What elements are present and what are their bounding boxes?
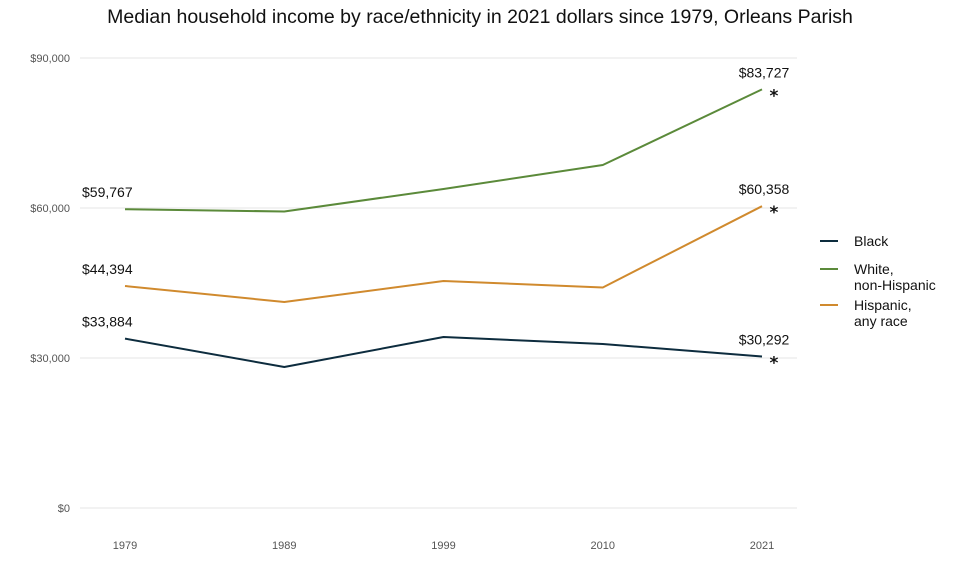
data-point: [123, 337, 127, 341]
significance-marker: *: [770, 86, 779, 106]
data-point: [760, 87, 764, 91]
data-label: $33,884: [82, 314, 133, 330]
data-point: [282, 365, 286, 369]
series-line: [124, 205, 763, 303]
data-point: [601, 163, 605, 167]
significance-marker: *: [770, 354, 779, 374]
data-label: $59,767: [82, 184, 133, 200]
data-point: [760, 355, 764, 359]
data-point: [282, 210, 286, 214]
legend-label: any race: [854, 313, 908, 329]
y-tick-label: $90,000: [30, 53, 70, 65]
data-label: $83,727: [739, 64, 790, 80]
y-axis: $0 $30,000 $60,000 $90,000: [30, 53, 70, 515]
legend-label: White,: [854, 261, 894, 277]
series-lines: [123, 87, 764, 369]
y-tick-label: $60,000: [30, 203, 70, 215]
chart-title: Median household income by race/ethnicit…: [107, 6, 853, 28]
x-tick-label: 1989: [272, 540, 296, 552]
legend-item: Black: [820, 233, 889, 249]
x-tick-label: 2010: [591, 540, 615, 552]
legend-item: White,non-Hispanic: [820, 261, 936, 293]
x-axis: 1979 1989 1999 2010 2021: [113, 540, 774, 552]
data-labels: $33,884 $30,292 * $59,767 $83,727 * $44,394 $60…: [82, 64, 790, 373]
data-point: [601, 342, 605, 346]
legend-label: Hispanic,: [854, 297, 912, 313]
legend-label: non-Hispanic: [854, 277, 936, 293]
data-point: [123, 284, 127, 288]
legend-label: Black: [854, 233, 889, 249]
x-tick-label: 2021: [750, 540, 774, 552]
x-tick-label: 1999: [431, 540, 455, 552]
data-point: [282, 300, 286, 304]
legend: Black White,non-Hispanic Hispanic,any race: [820, 233, 936, 329]
series-line: [124, 336, 763, 368]
data-label: $60,358: [739, 181, 790, 197]
significance-marker: *: [770, 203, 779, 223]
y-tick-label: $30,000: [30, 353, 70, 365]
data-point: [442, 335, 446, 339]
series-line: [124, 88, 763, 213]
data-label: $30,292: [739, 332, 790, 348]
y-tick-label: $0: [58, 503, 70, 515]
data-point: [123, 207, 127, 211]
data-point: [601, 286, 605, 290]
gridlines: [80, 57, 797, 509]
legend-item: Hispanic,any race: [820, 297, 912, 329]
data-point: [442, 187, 446, 191]
data-label: $44,394: [82, 261, 133, 277]
x-tick-label: 1979: [113, 540, 137, 552]
data-point: [760, 204, 764, 208]
data-point: [442, 279, 446, 283]
